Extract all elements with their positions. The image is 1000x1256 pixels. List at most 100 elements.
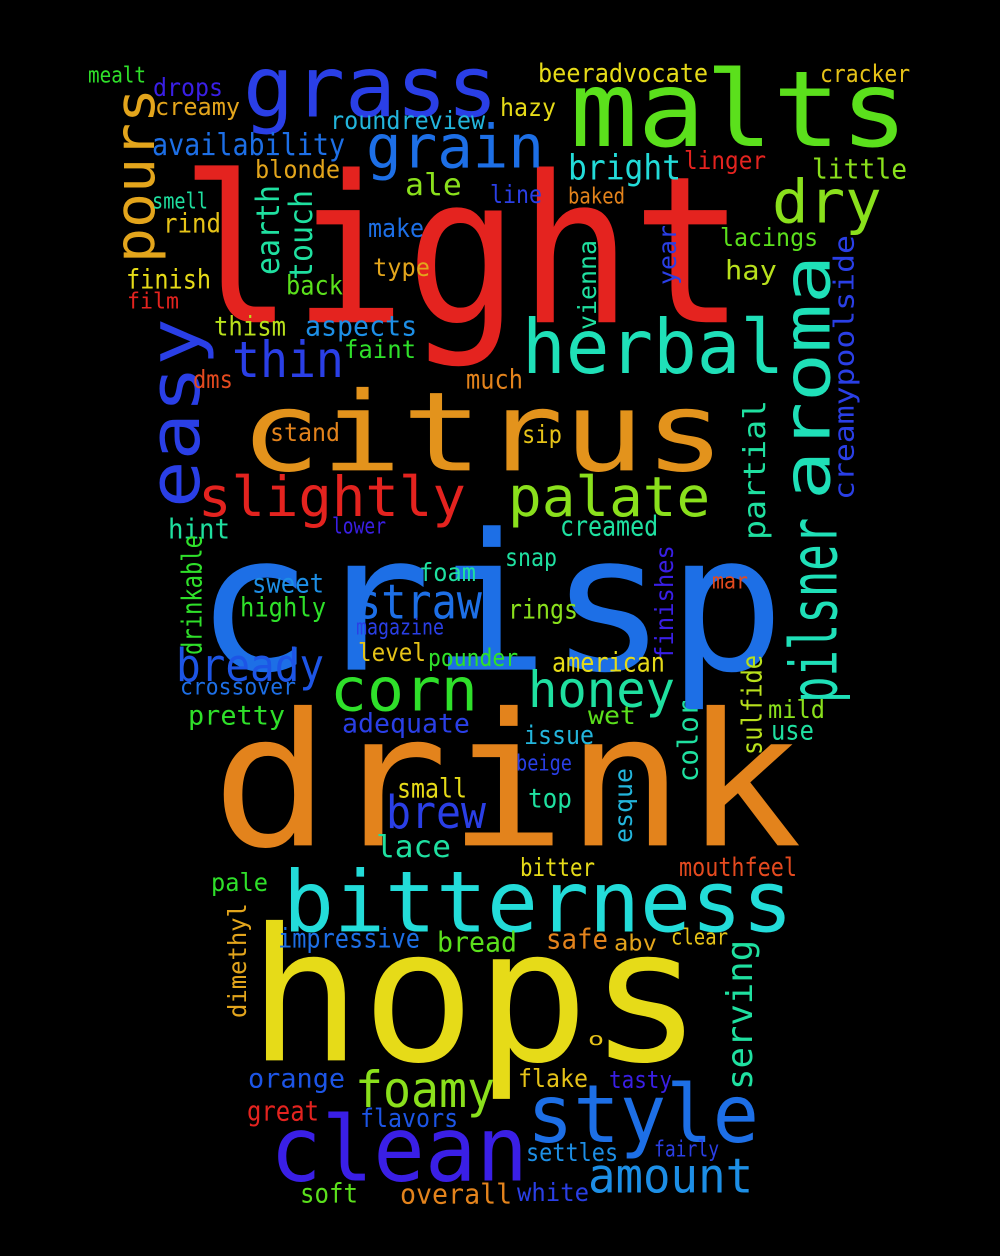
word-abv: abv (614, 930, 657, 956)
word-bitterness: bitterness (283, 852, 794, 952)
word-year: year (652, 225, 682, 285)
word-make: make (368, 212, 424, 244)
word-film: film (127, 288, 179, 314)
word-esque: esque (608, 767, 638, 843)
word-bread: bread (437, 925, 518, 959)
word-malts: malts (570, 48, 909, 172)
word-sweet: sweet (252, 567, 325, 600)
word-creamy: creamy (155, 92, 241, 121)
word-mouthfeel: mouthfeel (679, 851, 797, 883)
word-roundreview: roundreview (330, 105, 486, 135)
word-partial: partial (737, 399, 773, 540)
word-lower: lower (332, 513, 387, 539)
word-thism: thism (214, 310, 287, 343)
word-beeradvocate: beeradvocate (538, 57, 709, 89)
word-mar: mar (712, 568, 748, 594)
word-tasty: tasty (609, 1065, 673, 1094)
word-lace: lace (376, 829, 451, 865)
word-dry: dry (772, 166, 882, 237)
word-stand: stand (270, 417, 341, 447)
word-light: light (180, 131, 746, 372)
word-flavors: flavors (360, 1102, 459, 1134)
word-availability: availability (152, 127, 346, 163)
word-lacings: lacings (720, 222, 819, 252)
word-brew: brew (386, 785, 486, 839)
word-crisp: crisp (195, 492, 786, 716)
word-pounder: pounder (428, 643, 519, 672)
word-clear: clear (671, 924, 729, 950)
word-overall: overall (400, 1177, 513, 1211)
word-issue: issue (524, 719, 595, 751)
word-use: use (771, 714, 814, 747)
word-pretty: pretty (188, 699, 286, 732)
word-adequate: adequate (342, 707, 470, 740)
word-orange: orange (248, 1062, 346, 1095)
word-sulfide: sulfide (735, 654, 769, 755)
word-grain: grain (366, 111, 545, 182)
word-drinkable: drinkable (175, 535, 209, 655)
word-serving: serving (718, 939, 761, 1090)
word-color: color (671, 699, 705, 782)
word-cracker: cracker (820, 59, 911, 88)
word-wet: wet (588, 700, 636, 730)
word-drops: drops (153, 72, 224, 102)
word-bitter: bitter (520, 852, 596, 882)
word-sip: sip (522, 419, 562, 449)
word-crossover: crossover (180, 672, 296, 700)
word-rings: rings (508, 593, 579, 626)
word-much: much (466, 363, 523, 396)
word-beige: beige (516, 750, 573, 776)
word-highly: highly (240, 591, 327, 624)
word-aspects: aspects (305, 309, 418, 343)
word-grass: grass (243, 37, 499, 137)
word-line: line (490, 179, 542, 209)
word-o: o (588, 1028, 605, 1050)
word-type: type (373, 252, 430, 282)
word-fairly: fairly (654, 1136, 720, 1162)
word-foam: foam (419, 557, 476, 587)
word-style: style (527, 1067, 760, 1162)
word-back: back (286, 269, 343, 302)
word-settles: settles (526, 1137, 619, 1167)
word-clean: clean (270, 1096, 529, 1203)
word-baked: baked (568, 183, 626, 209)
word-bready: bready (176, 638, 325, 692)
word-american: american (552, 646, 665, 679)
word-magazine: magazine (356, 614, 444, 640)
word-creamed: creamed (560, 509, 659, 543)
word-hint: hint (168, 512, 230, 546)
word-straw: straw (356, 573, 483, 630)
word-foamy: foamy (355, 1060, 496, 1119)
word-linger: linger (684, 145, 767, 175)
word-palate: palate (508, 465, 711, 530)
word-honey: honey (528, 660, 676, 719)
word-faint: faint (344, 334, 417, 364)
word-vienna: vienna (572, 239, 602, 330)
word-soft: soft (300, 1177, 358, 1210)
word-pilsner: pilsner (776, 517, 853, 703)
word-flake: flake (518, 1063, 589, 1093)
word-thin: thin (232, 330, 344, 389)
word-little: little (812, 152, 908, 186)
word-mild: mild (768, 694, 825, 724)
word-smell: smell (152, 188, 209, 214)
word-impressive: impressive (278, 922, 421, 955)
word-small: small (397, 772, 468, 805)
word-dms: dms (193, 364, 233, 394)
word-snap: snap (505, 542, 557, 572)
word-citrus: citrus (240, 368, 726, 497)
word-slightly: slightly (198, 465, 466, 530)
word-mealt: mealt (88, 62, 147, 88)
word-rind: rind (163, 207, 221, 240)
word-ale: ale (405, 167, 462, 203)
word-earth: earth (249, 184, 287, 275)
word-blonde: blonde (255, 154, 341, 184)
word-herbal: herbal (522, 303, 785, 391)
word-touch: touch (282, 189, 320, 280)
word-white: white (517, 1177, 590, 1207)
word-pale: pale (211, 867, 268, 897)
word-finishes: finishes (649, 545, 679, 660)
word-hops: hops (248, 888, 703, 1105)
word-hay: hay (725, 254, 777, 287)
